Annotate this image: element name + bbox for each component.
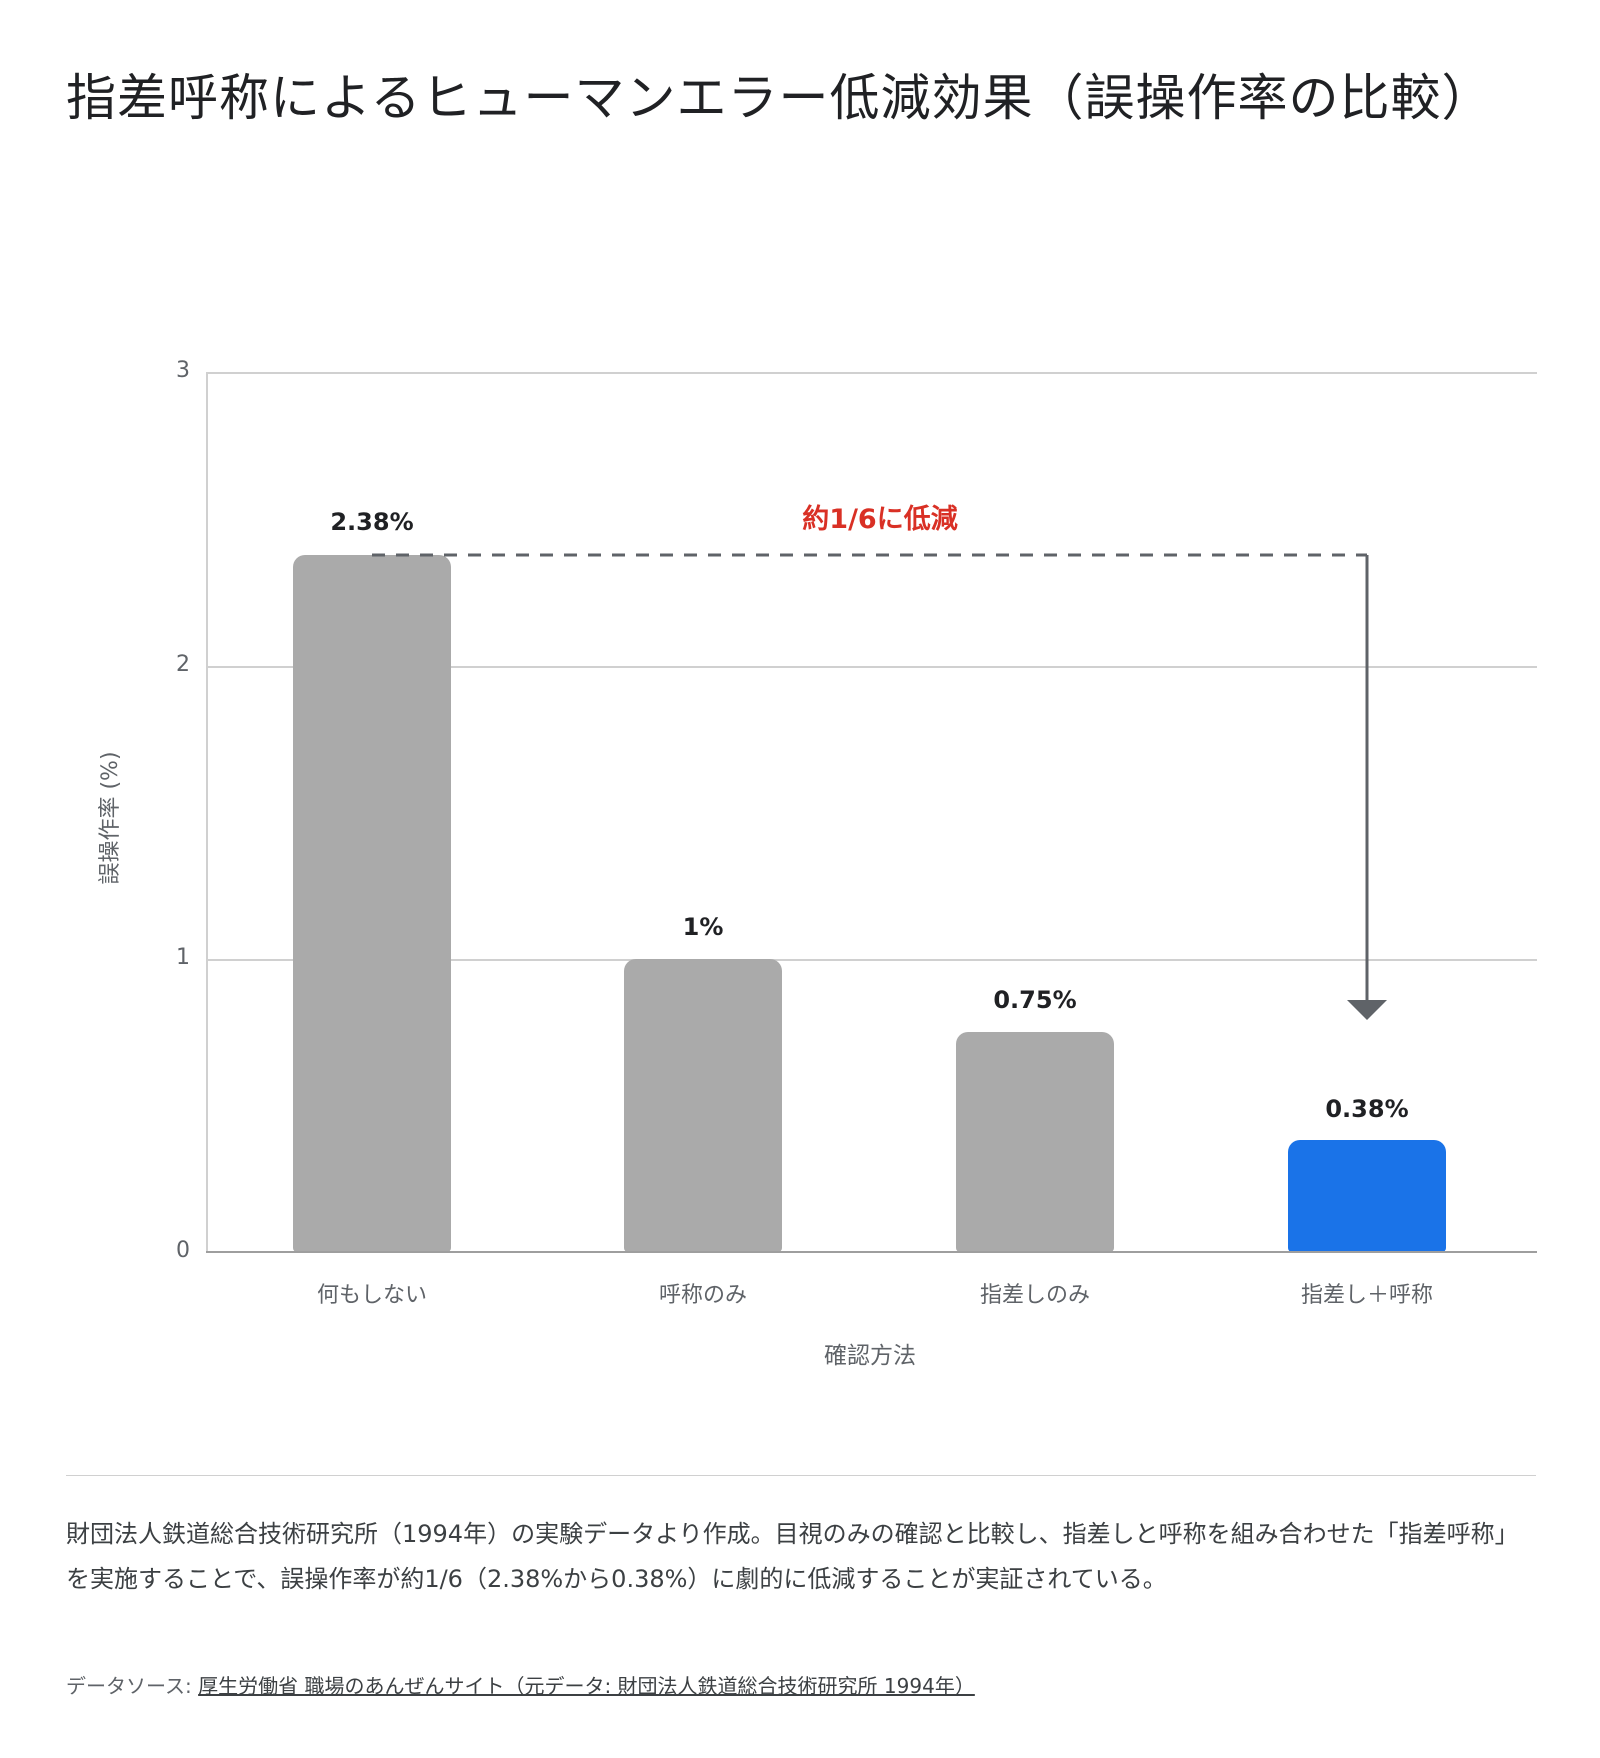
bar-value-label: 0.75% <box>993 986 1077 1014</box>
bar-nothing <box>293 555 451 1252</box>
bar-value-label: 1% <box>682 913 724 941</box>
gridline-3 <box>206 372 1537 374</box>
bar-point-and-call <box>1288 1140 1446 1252</box>
source-link[interactable]: 厚生労働省 職場のあんぜんサイト（元データ: 財団法人鉄道総合技術研究所 199… <box>198 1674 975 1698</box>
y-axis-line <box>206 372 208 1252</box>
x-axis-label: 確認方法 <box>824 1343 916 1369</box>
gridline-2 <box>206 666 1537 668</box>
y-tick-1: 1 <box>176 945 190 970</box>
x-tick-label: 指差しのみ <box>979 1283 1090 1308</box>
y-tick-2: 2 <box>176 652 190 677</box>
x-axis-baseline <box>206 1251 1537 1253</box>
reduction-arrow-icon <box>372 553 1387 1020</box>
chart-description: 財団法人鉄道総合技術研究所（1994年）の実験データより作成。目視のみの確認と比… <box>66 1520 1519 1593</box>
y-tick-3: 3 <box>176 358 190 383</box>
bar-point-only <box>956 1032 1114 1252</box>
x-tick-label: 何もしない <box>316 1283 427 1308</box>
reduction-annotation: 約1/6に低減 <box>802 504 958 535</box>
x-tick-label: 指差し＋呼称 <box>1300 1283 1433 1308</box>
data-source: データソース: 厚生労働省 職場のあんぜんサイト（元データ: 財団法人鉄道総合技… <box>66 1670 975 1699</box>
chart-title: 指差呼称によるヒューマンエラー低減効果（誤操作率の比較） <box>66 69 1493 127</box>
source-prefix: データソース: <box>66 1674 199 1698</box>
x-tick-label: 呼称のみ <box>658 1283 747 1308</box>
divider <box>66 1475 1536 1476</box>
y-tick-0: 0 <box>176 1238 190 1263</box>
bar-value-label: 2.38% <box>330 508 414 536</box>
bar-value-label: 0.38% <box>1325 1095 1409 1123</box>
bar-chart: 3 2 1 0 誤操作率 (%) 2.38% 1% 0.75% 0.38% 約1… <box>98 358 1537 1369</box>
gridline-1 <box>206 959 1537 961</box>
bar-call-only <box>624 959 782 1252</box>
